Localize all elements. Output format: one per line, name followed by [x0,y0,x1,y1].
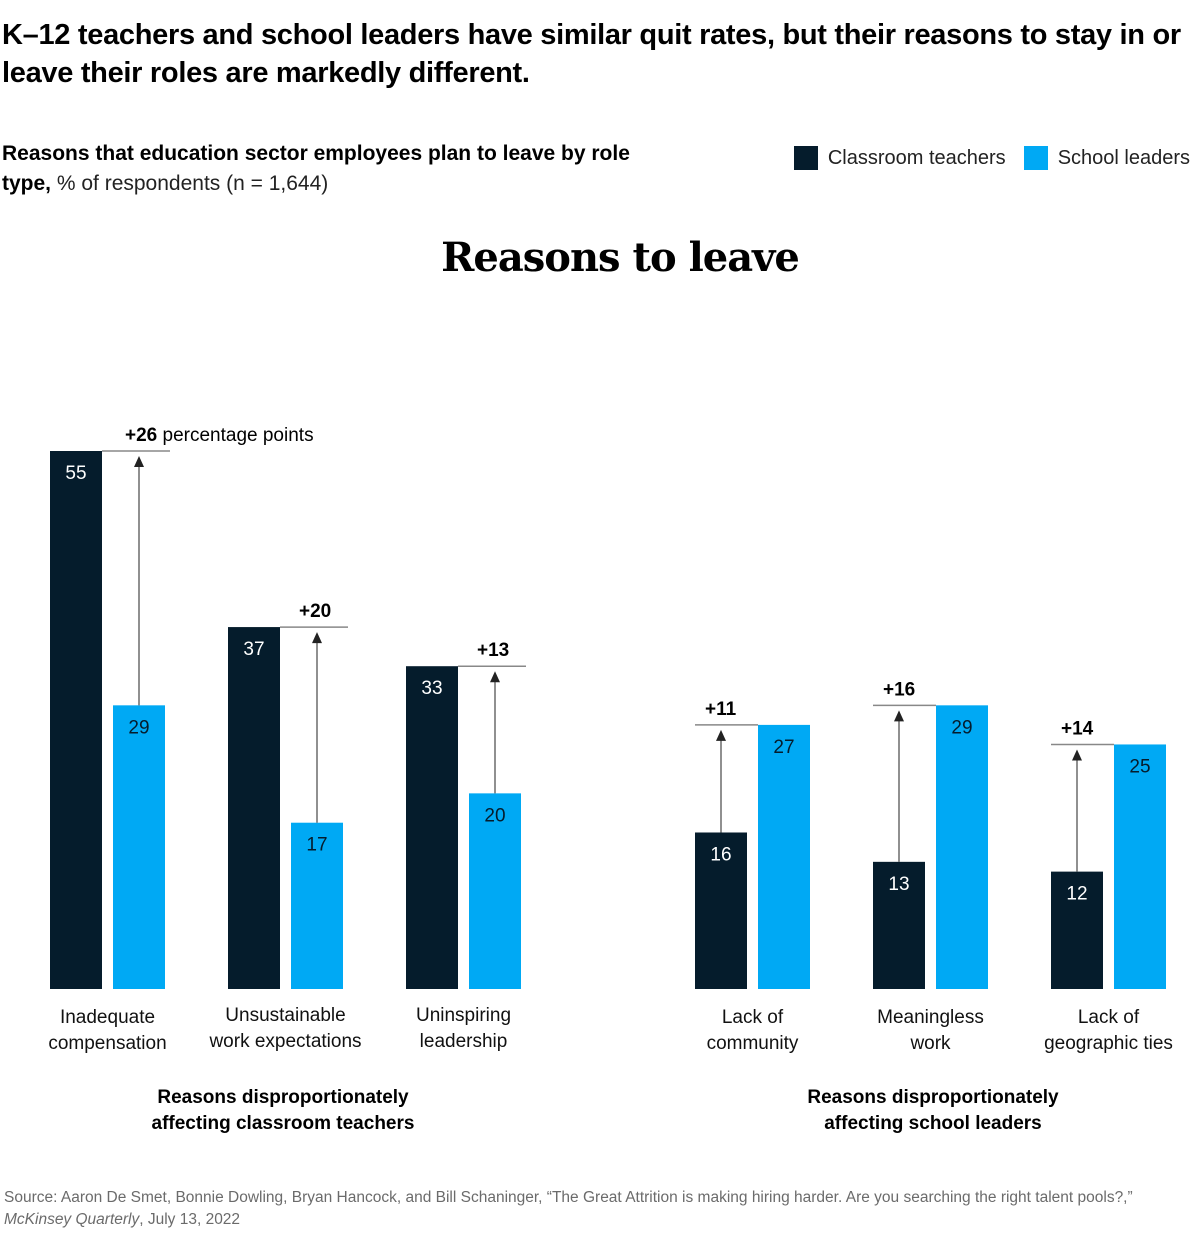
bar-school-leaders [291,822,343,989]
category-label: leadership [420,1031,508,1052]
arrow-up-icon [312,632,322,644]
difference-label: +14 [1061,718,1094,739]
category-label: geographic ties [1044,1033,1173,1054]
arrow-up-icon [490,671,500,683]
bar-school-leaders [936,705,988,989]
legend-swatch-leaders [1023,146,1048,170]
data-label-teachers: 13 [888,874,909,895]
source-note: Source: Aaron De Smet, Bonnie Dowling, B… [4,1187,1184,1231]
category-label: Meaningless [877,1007,984,1028]
data-label-leaders: 17 [306,835,327,856]
difference-value: +13 [477,640,509,661]
difference-value: +20 [299,601,331,622]
chart-title: Reasons to leave [441,234,800,281]
data-label-teachers: 12 [1066,884,1087,905]
difference-label: +11 [705,699,737,720]
bar-school-leaders [113,705,165,989]
bar-chart: 55 29 +26 percentage points Inadequate compe… [48,425,1173,1134]
source-suffix: , July 13, 2022 [139,1211,241,1228]
group-label: affecting classroom teachers [152,1113,415,1134]
arrow-up-icon [894,710,904,722]
bar-school-leaders [758,724,810,989]
category-label: work [909,1033,951,1054]
subtitle-rest: % of respondents (n = 1,644) [51,172,329,195]
data-label-leaders: 25 [1129,756,1150,777]
legend-item-classroom-teachers: Classroom teachers [793,146,1006,170]
page-title: K–12 teachers and school leaders have si… [2,19,1181,89]
data-label-teachers: 55 [65,463,86,484]
bar-classroom-teachers [873,861,925,989]
source-prefix: Source: Aaron De Smet, Bonnie Dowling, B… [4,1189,1133,1206]
difference-label: +16 [883,679,915,700]
group-label: Reasons disproportionately [807,1087,1059,1108]
legend: Classroom teachers School leaders [776,146,1190,170]
difference-value: +26 [125,425,157,446]
chart-subtitle: Reasons that education sector employees … [2,139,642,199]
data-label-teachers: 37 [243,639,264,660]
bar-classroom-teachers [1051,871,1103,989]
data-label-leaders: 27 [773,737,794,758]
category-label: Uninspiring [416,1005,511,1026]
legend-item-school-leaders: School leaders [1023,146,1190,170]
difference-value: +11 [705,699,737,720]
source-publication: McKinsey Quarterly [4,1211,140,1228]
data-label-teachers: 16 [710,844,731,865]
category-label: compensation [48,1033,166,1054]
difference-value: +14 [1061,718,1094,739]
subtitle-bold: Reasons that education sector employees … [2,142,630,195]
data-label-teachers: 33 [421,678,442,699]
data-label-leaders: 20 [484,805,505,826]
legend-label-teachers: Classroom teachers [827,146,1006,169]
category-label: Lack of [1078,1007,1140,1028]
difference-label: +20 [299,601,331,622]
bar-classroom-teachers [695,832,747,989]
difference-unit: percentage points [157,425,313,446]
group-label: affecting school leaders [824,1113,1042,1134]
legend-label-leaders: School leaders [1057,146,1190,169]
group-label: Reasons disproportionately [157,1087,409,1108]
bar-classroom-teachers [50,451,102,989]
category-label: Unsustainable [225,1005,345,1026]
bar-classroom-teachers [228,627,280,989]
data-label-leaders: 29 [128,717,149,738]
arrow-up-icon [134,456,144,467]
bar-classroom-teachers [406,666,458,989]
legend-swatch-teachers [793,146,818,170]
difference-value: +16 [883,679,915,700]
arrow-up-icon [1072,749,1082,761]
category-label: Lack of [722,1007,784,1028]
bar-school-leaders [1114,744,1166,989]
bar-school-leaders [469,793,521,989]
difference-label: +13 [477,640,509,661]
data-label-leaders: 29 [951,717,972,738]
arrow-up-icon [716,729,726,741]
category-label: community [707,1033,799,1054]
category-label: work expectations [208,1031,361,1052]
difference-label: +26 percentage points [125,425,314,446]
category-label: Inadequate [60,1007,155,1028]
